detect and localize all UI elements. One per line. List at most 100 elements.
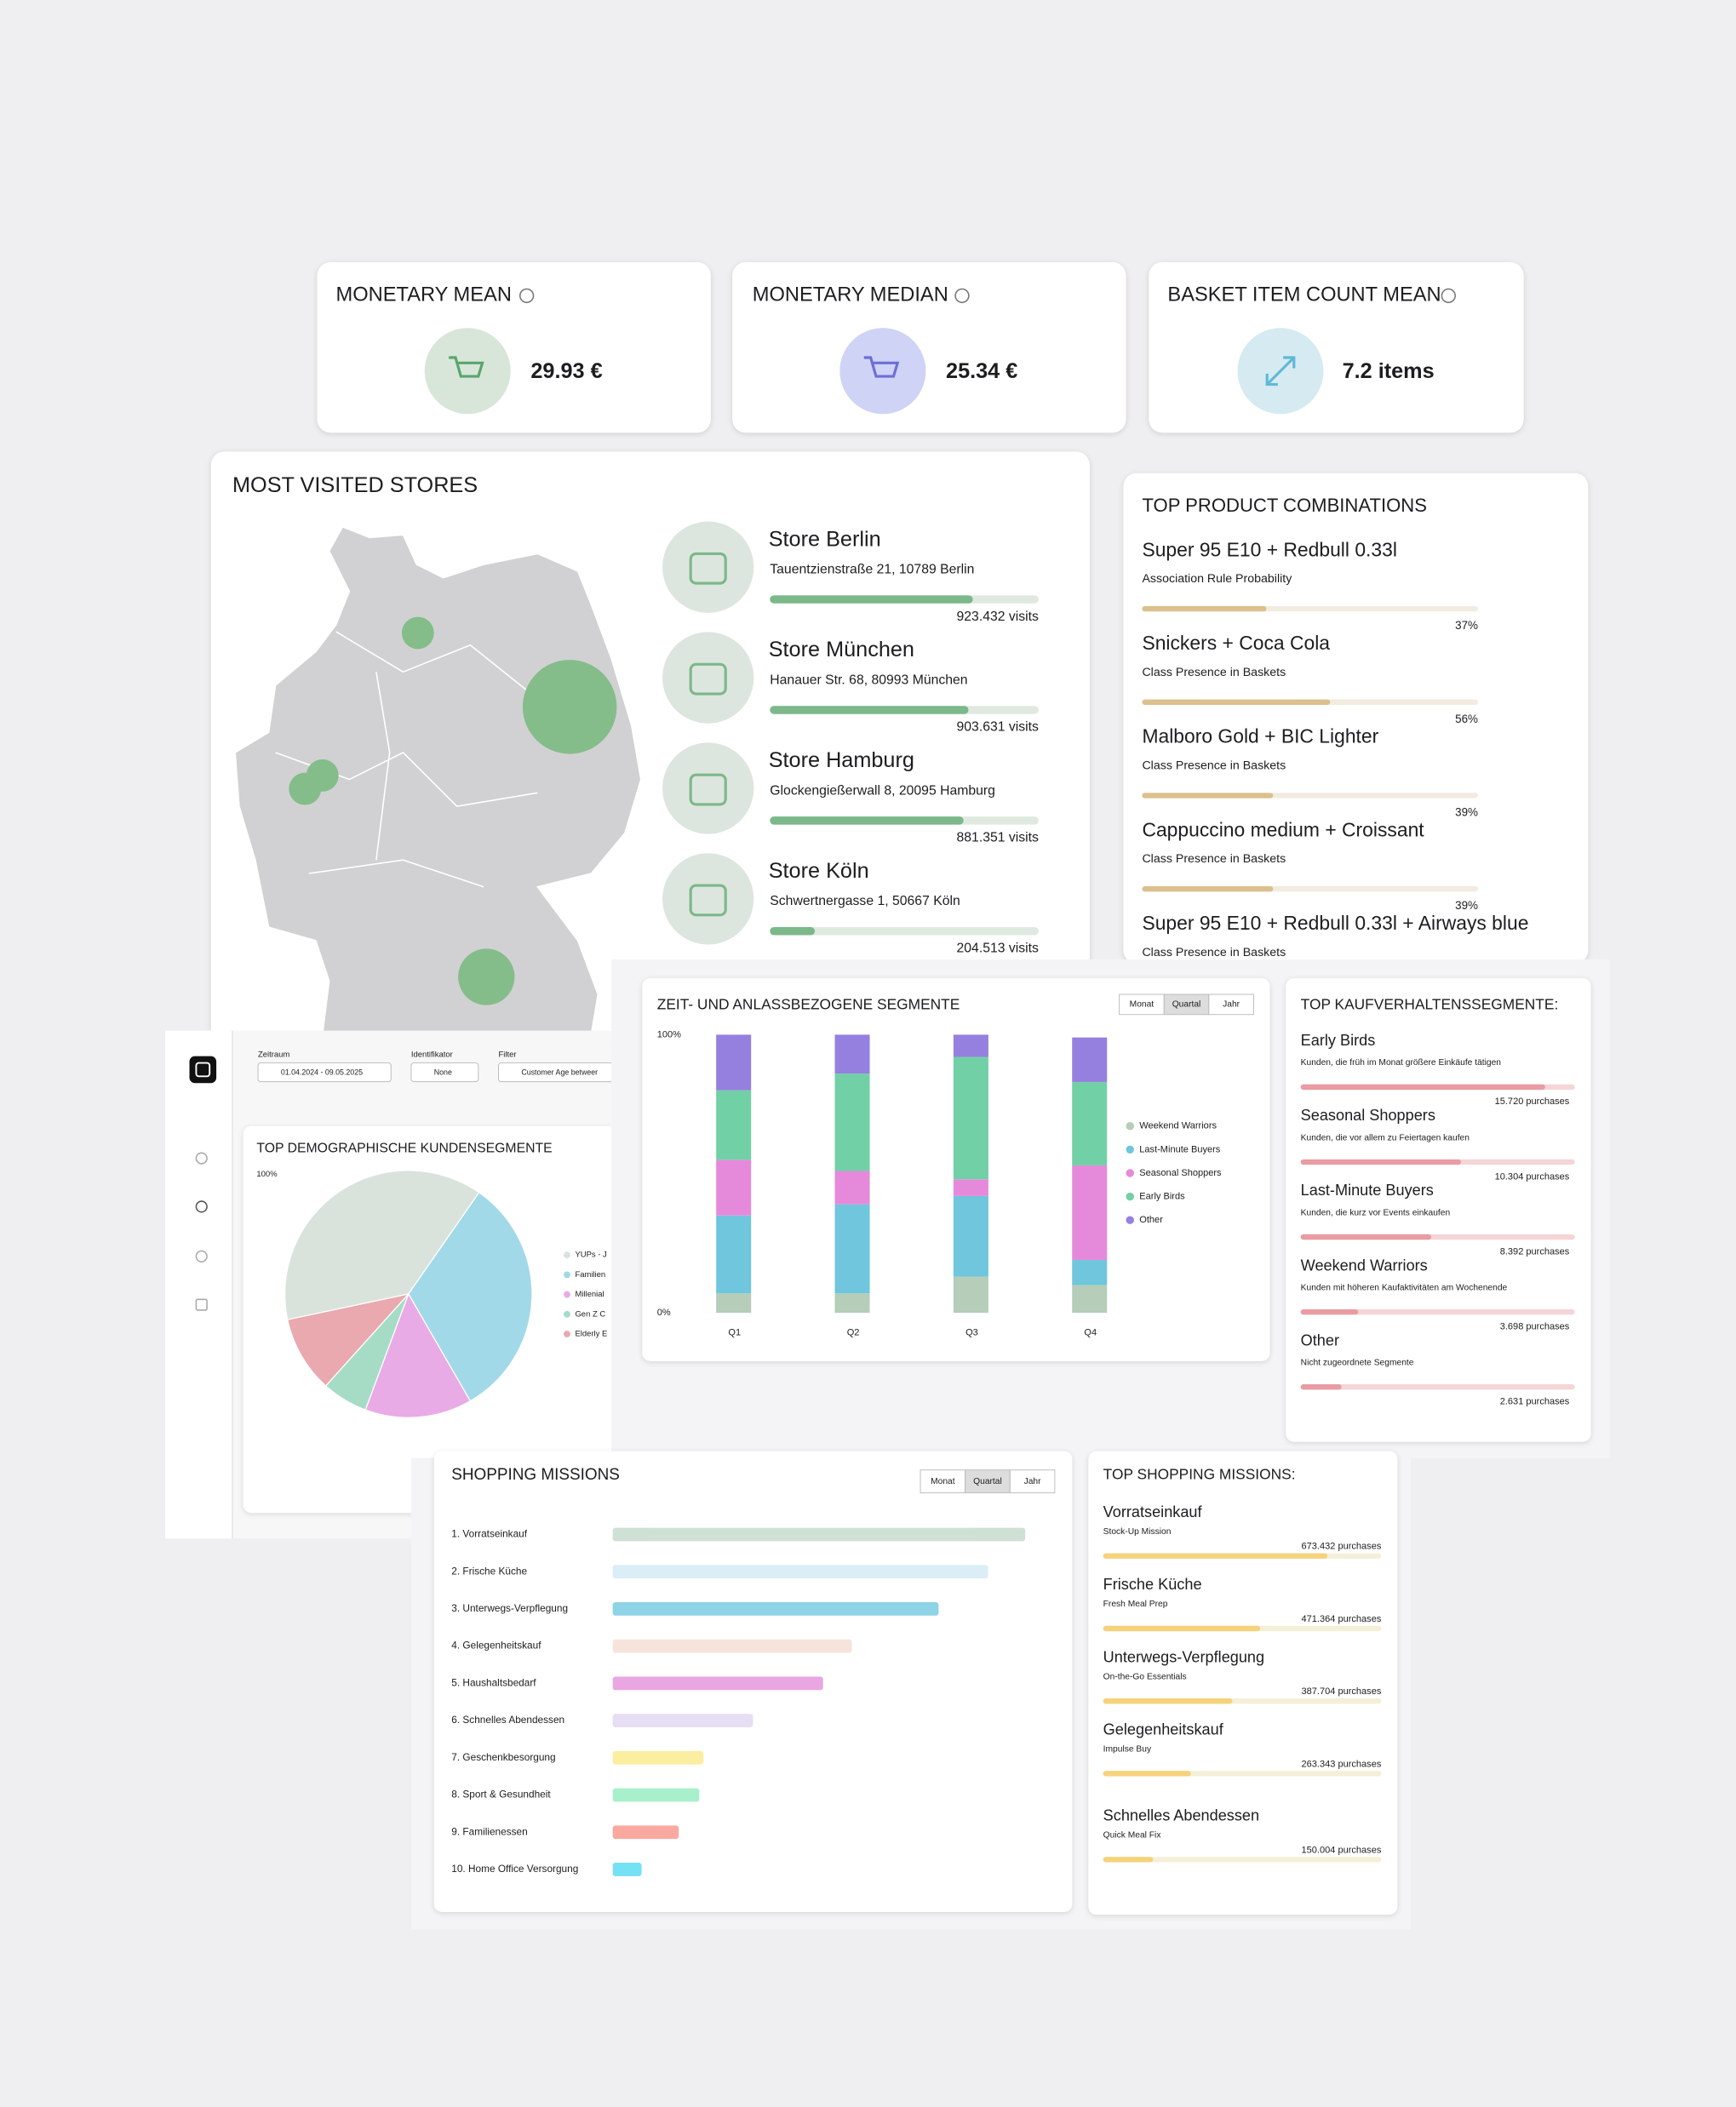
combo-subtitle: Association Rule Probability [1142,572,1292,586]
mission-name: Frische Küche [1103,1576,1202,1593]
mission-subtitle: Quick Meal Fix [1103,1831,1162,1841]
mission-name: Schnelles Abendessen [1103,1807,1259,1824]
legend-dot [1126,1216,1134,1224]
bar-segment [1072,1285,1108,1314]
legend-label: Other [1139,1215,1163,1225]
store-name: Store Berlin [769,527,881,551]
visits-label: 881.351 visits [957,831,1040,845]
legend-label: Seasonal Shoppers [1139,1168,1222,1178]
nav-icon[interactable] [195,1250,208,1262]
combo-subtitle: Class Presence in Baskets [1142,759,1286,773]
percent-label: 39% [1455,806,1478,819]
combo-name: Super 95 E10 + Redbull 0.33l + Airways b… [1142,912,1528,934]
kpi-value: 7.2 items [1343,359,1435,383]
pie-slice [408,1191,533,1402]
segment-name: Other [1301,1331,1339,1348]
store-icon-bg [662,632,754,724]
segment-description: Kunden, die kurz vor Events einkaufen [1301,1208,1451,1217]
store-icon-bg [662,742,754,834]
filter-value: Customer Age betweer [521,1068,598,1077]
progress-bar [1300,1159,1461,1165]
store-name: Store Hamburg [769,748,914,772]
x-tick-label: Q4 [1084,1328,1097,1338]
mission-label: 7. Geschenkbesorgung [451,1751,555,1763]
sidebar [165,1030,233,1539]
progress-track [1103,1857,1382,1863]
bar-segment [834,1204,870,1294]
mission-subtitle: Stock-Up Mission [1103,1527,1172,1537]
top-missions-card [1088,1451,1398,1915]
toggle-button[interactable] [1009,1469,1056,1494]
nav-icon[interactable] [195,1298,208,1311]
combo-subtitle: Class Presence in Baskets [1142,946,1286,959]
progress-bar [1300,1308,1359,1315]
legend-dot [564,1271,570,1279]
legend-label: Gen Z C [575,1309,605,1319]
toggle-label: Monat [931,1477,955,1486]
legend-dot [1126,1169,1134,1177]
store-bubble [522,660,617,754]
toggle-button[interactable] [920,1469,966,1494]
progress-bar [1300,1384,1342,1390]
visits-label: 923.432 visits [957,610,1040,624]
combo-name: Malboro Gold + BIC Lighter [1142,725,1378,747]
mission-label: 3. Unterwegs-Verpflegung [451,1602,568,1614]
kpi-icon [424,328,511,415]
progress-bar [1103,1553,1328,1559]
layer: MONETARY MEAN 29.93 € MONETARY MEDIAN 25.34… [232,284,1528,959]
progress-bar [1103,1771,1191,1777]
progress-bar [1103,1698,1233,1704]
bar [612,1714,753,1727]
expand-icon [1265,356,1296,386]
purchases-label: 150.004 purchases [1302,1845,1382,1855]
bar-segment [953,1195,988,1277]
bar-segment [834,1171,870,1205]
bar [612,1639,852,1653]
segment-name: Weekend Warriors [1301,1257,1428,1274]
bar [612,1565,988,1579]
progress-bar [1142,605,1267,612]
legend-dot [1126,1121,1134,1131]
y-tick-label: 0% [657,1308,671,1318]
store-icon-bg [662,853,754,945]
percent-label: 39% [1455,899,1478,912]
mission-name: Gelegenheitskauf [1103,1721,1224,1738]
toggle-button[interactable] [1208,993,1254,1016]
kpi-title: BASKET ITEM COUNT MEAN [1167,284,1441,306]
pie-slice [284,1170,480,1320]
nav-icon[interactable] [195,1152,208,1165]
card-title: ZEIT- UND ANLASSBEZOGENE SEGMENTE [657,995,960,1012]
toggle-label: Quartal [1172,1000,1201,1010]
visits-label: 903.631 visits [957,720,1040,735]
legend-label: Millenial [575,1290,604,1299]
toggle-label: Jahr [1223,1000,1240,1010]
mission-subtitle: Impulse Buy [1103,1745,1152,1755]
progress-bar [1103,1857,1154,1863]
behavior-card [1286,978,1591,1442]
percent-label: 37% [1455,619,1478,632]
progress-bar [1142,886,1274,892]
store-name: Store München [769,638,914,661]
id-filter[interactable] [410,1062,479,1083]
bar [612,1863,642,1876]
progress-bar [770,926,816,936]
bar [612,1527,1026,1542]
bar-segment [834,1074,870,1171]
progress-bar [1300,1084,1545,1091]
filter-label: Filter [499,1051,517,1060]
nav-icon[interactable] [195,1200,208,1213]
percent-label: 56% [1455,713,1478,725]
date-filter[interactable] [257,1062,392,1083]
segment-name: Early Birds [1301,1032,1376,1049]
layer: ZEIT- UND ANLASSBEZOGENE SEGMENTE Monat Qu… [657,993,1575,1406]
progress-bar [1142,793,1274,799]
progress-track [770,926,1039,936]
combo-name: Cappuccino medium + Croissant [1142,818,1424,840]
legend-dot [1126,1145,1134,1154]
store-icon [689,773,727,806]
logo [189,1056,217,1084]
segment-description: Kunden, die vor allem zu Feiertagen kauf… [1301,1133,1470,1142]
layer: Zeitraum 01.04.2024 - 09.05.2025 Identifik… [256,1051,607,1418]
segment-description: Nicht zugeordnete Segmente [1301,1358,1414,1367]
toggle-label: Jahr [1024,1477,1042,1486]
